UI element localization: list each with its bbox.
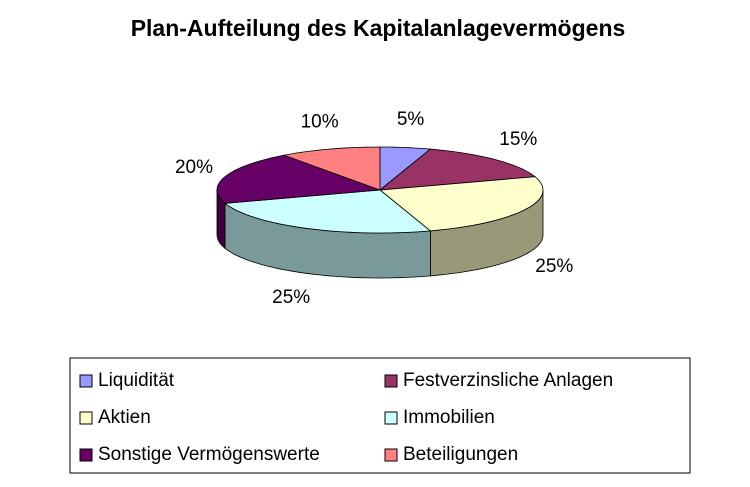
legend-label: Liquidität [98, 370, 175, 391]
data-label: 20% [175, 157, 213, 178]
slice [282, 146, 381, 191]
data-label: 15% [499, 129, 537, 150]
legend-swatch [79, 448, 93, 462]
legend-label: Festverzinsliche Anlagen [403, 370, 613, 391]
legend-swatch [384, 411, 398, 425]
slice [223, 189, 432, 234]
chart-title: Plan-Aufteilung des Kapitalanlagevermöge… [131, 15, 626, 41]
data-label: 25% [272, 287, 310, 308]
slice [379, 146, 432, 191]
slice [216, 154, 381, 204]
data-label: 5% [397, 109, 425, 130]
slice [378, 176, 544, 232]
legend-label: Beteiligungen [403, 444, 518, 465]
data-label: 10% [301, 112, 339, 133]
legend-swatch [384, 448, 398, 462]
data-label: 25% [535, 256, 573, 277]
legend-label: Aktien [98, 407, 151, 428]
legend-swatch [384, 374, 398, 388]
legend-swatch [79, 411, 93, 425]
legend-label: Sonstige Vermögenswerte [98, 444, 320, 465]
legend-swatch [79, 374, 93, 388]
legend-label: Immobilien [403, 407, 495, 428]
legend-box [69, 357, 691, 474]
